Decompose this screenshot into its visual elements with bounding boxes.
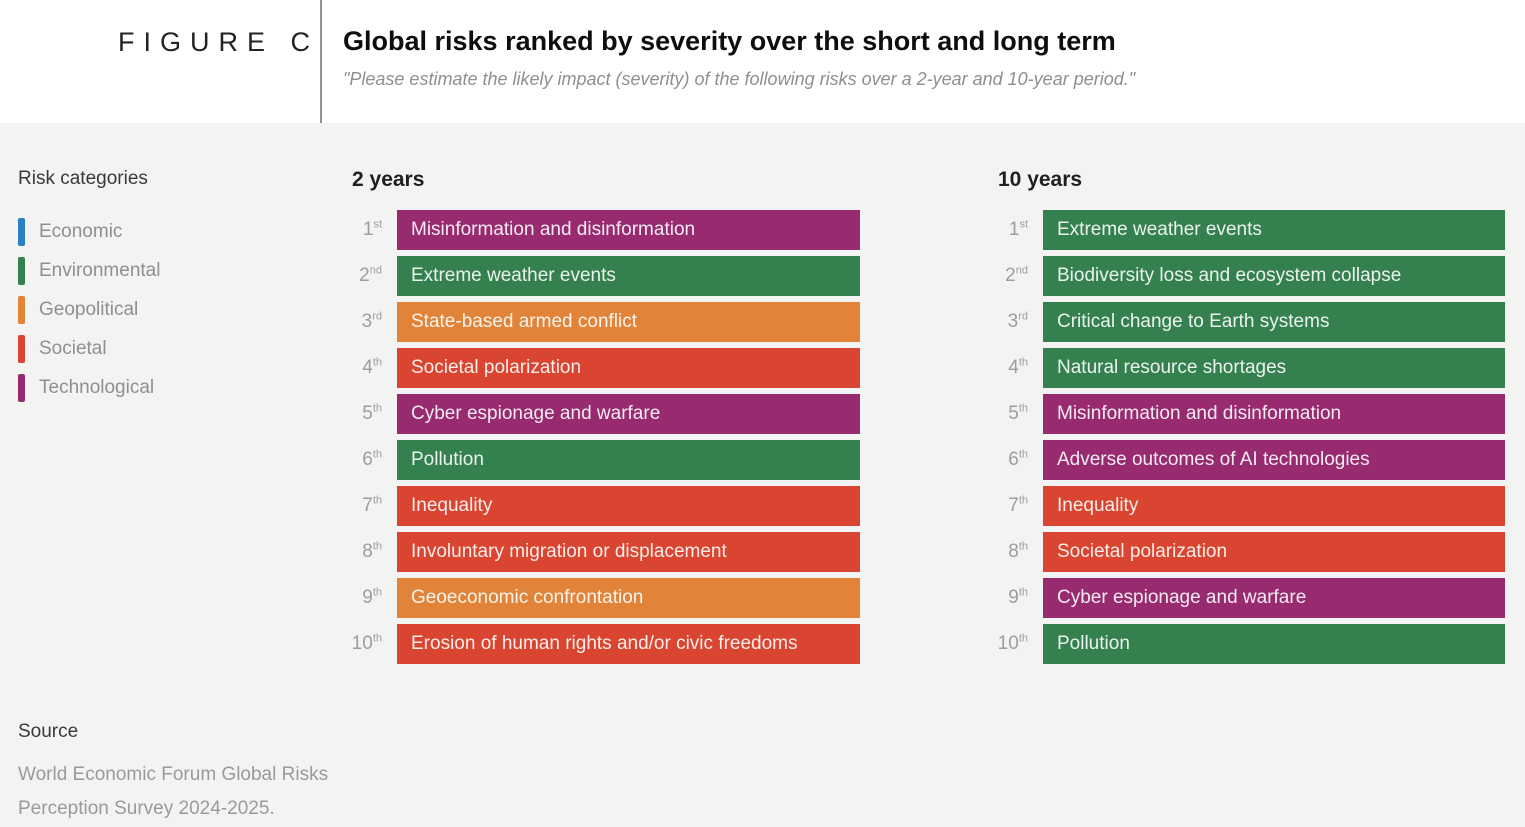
legend-label: Societal xyxy=(39,337,107,359)
rank-row: 9th Geoeconomic confrontation xyxy=(340,578,860,618)
risk-bar: State-based armed conflict xyxy=(397,302,860,342)
header-divider xyxy=(320,0,322,123)
rank-number: 8th xyxy=(1008,540,1028,562)
rank-number: 4th xyxy=(1008,356,1028,378)
legend-item-societal: Societal xyxy=(18,329,318,368)
rank-number: 2nd xyxy=(359,264,382,286)
rank-row: 1st Extreme weather events xyxy=(986,210,1505,250)
risk-bar: Pollution xyxy=(397,440,860,480)
rank-number: 9th xyxy=(1008,586,1028,608)
rank-number: 10th xyxy=(351,632,382,654)
risk-bar: Adverse outcomes of AI technologies xyxy=(1043,440,1505,480)
legend-swatch-icon xyxy=(18,334,25,363)
rank-number: 7th xyxy=(1008,494,1028,516)
ranking-column-10-years: 10 years 1st Extreme weather events 2nd Bio… xyxy=(986,168,1505,670)
risk-bar: Extreme weather events xyxy=(397,256,860,296)
legend-item-environmental: Environmental xyxy=(18,251,318,290)
risk-bar: Misinformation and disinformation xyxy=(1043,394,1505,434)
rank-number: 1st xyxy=(1008,218,1028,240)
rank-number: 9th xyxy=(362,586,382,608)
rank-number: 5th xyxy=(362,402,382,424)
rank-number: 4th xyxy=(362,356,382,378)
rank-row: 5th Misinformation and disinformation xyxy=(986,394,1505,434)
legend-swatch-icon xyxy=(18,373,25,402)
rank-row: 8th Involuntary migration or displacement xyxy=(340,532,860,572)
column-heading-2-years: 2 years xyxy=(352,168,425,191)
rank-number: 6th xyxy=(1008,448,1028,470)
risk-bar: Critical change to Earth systems xyxy=(1043,302,1505,342)
rank-number: 6th xyxy=(362,448,382,470)
risk-bar: Cyber espionage and warfare xyxy=(1043,578,1505,618)
rank-number: 8th xyxy=(362,540,382,562)
column-heading-10-years: 10 years xyxy=(998,168,1083,191)
source-line: World Economic Forum Global Risks xyxy=(18,764,329,785)
rank-row: 3rd State-based armed conflict xyxy=(340,302,860,342)
rank-number: 10th xyxy=(997,632,1028,654)
rank-row: 9th Cyber espionage and warfare xyxy=(986,578,1505,618)
source-block: Source World Economic Forum Global Risks… xyxy=(18,721,328,826)
risk-bar: Cyber espionage and warfare xyxy=(397,394,860,434)
rank-row: 2nd Biodiversity loss and ecosystem colla… xyxy=(986,256,1505,296)
rank-number: 5th xyxy=(1008,402,1028,424)
legend-label: Environmental xyxy=(39,259,161,281)
rank-row: 4th Natural resource shortages xyxy=(986,348,1505,388)
rank-row: 2nd Extreme weather events xyxy=(340,256,860,296)
rank-row: 6th Adverse outcomes of AI technologies xyxy=(986,440,1505,480)
risk-bar: Pollution xyxy=(1043,624,1505,664)
legend-items: Economic Environmental Geopolitical Societa… xyxy=(18,212,318,407)
risk-bar: Societal polarization xyxy=(1043,532,1505,572)
risk-bar: Natural resource shortages xyxy=(1043,348,1505,388)
risk-bar: Misinformation and disinformation xyxy=(397,210,860,250)
page-title: Global risks ranked by severity over the… xyxy=(343,26,1116,56)
legend-label: Geopolitical xyxy=(39,298,139,320)
ranking-list-2-years: 1st Misinformation and disinformation 2nd E… xyxy=(340,210,860,664)
rank-number: 2nd xyxy=(1005,264,1028,286)
rank-row: 7th Inequality xyxy=(340,486,860,526)
risk-categories-legend: Risk categories Economic Environmental Geo… xyxy=(18,168,318,407)
rank-number: 3rd xyxy=(361,310,382,332)
rank-row: 1st Misinformation and disinformation xyxy=(340,210,860,250)
rank-number: 1st xyxy=(362,218,382,240)
legend-swatch-icon xyxy=(18,217,25,246)
ranking-list-10-years: 1st Extreme weather events 2nd Biodiversity… xyxy=(986,210,1505,664)
risk-bar: Geoeconomic confrontation xyxy=(397,578,860,618)
legend-item-technological: Technological xyxy=(18,368,318,407)
legend-label: Economic xyxy=(39,220,123,242)
rank-row: 8th Societal polarization xyxy=(986,532,1505,572)
risk-bar: Erosion of human rights and/or civic fre… xyxy=(397,624,860,664)
legend-label: Technological xyxy=(39,376,155,398)
ranking-column-2-years: 2 years 1st Misinformation and disinforma… xyxy=(340,168,860,670)
risk-bar: Biodiversity loss and ecosystem collapse xyxy=(1043,256,1505,296)
legend-swatch-icon xyxy=(18,295,25,324)
legend-item-geopolitical: Geopolitical xyxy=(18,290,318,329)
rank-row: 3rd Critical change to Earth systems xyxy=(986,302,1505,342)
rank-row: 10th Erosion of human rights and/or civic… xyxy=(340,624,860,664)
figure-label: FIGURE C xyxy=(118,27,320,57)
source-title: Source xyxy=(18,721,79,742)
risk-bar: Societal polarization xyxy=(397,348,860,388)
legend-item-economic: Economic xyxy=(18,212,318,251)
rank-row: 4th Societal polarization xyxy=(340,348,860,388)
rank-number: 7th xyxy=(362,494,382,516)
risk-bar: Involuntary migration or displacement xyxy=(397,532,860,572)
risk-bar: Extreme weather events xyxy=(1043,210,1505,250)
risk-bar: Inequality xyxy=(1043,486,1505,526)
rank-row: 5th Cyber espionage and warfare xyxy=(340,394,860,434)
legend-title: Risk categories xyxy=(18,168,148,189)
source-line: Perception Survey 2024-2025. xyxy=(18,798,275,819)
rank-row: 7th Inequality xyxy=(986,486,1505,526)
figure-header: FIGURE C Global risks ranked by severity… xyxy=(0,0,1525,123)
legend-swatch-icon xyxy=(18,256,25,285)
chart-area: Risk categories Economic Environmental Geo… xyxy=(0,123,1525,827)
rank-row: 10th Pollution xyxy=(986,624,1505,664)
risk-bar: Inequality xyxy=(397,486,860,526)
page-subtitle: "Please estimate the likely impact (seve… xyxy=(343,69,1136,89)
rank-number: 3rd xyxy=(1007,310,1028,332)
rank-row: 6th Pollution xyxy=(340,440,860,480)
